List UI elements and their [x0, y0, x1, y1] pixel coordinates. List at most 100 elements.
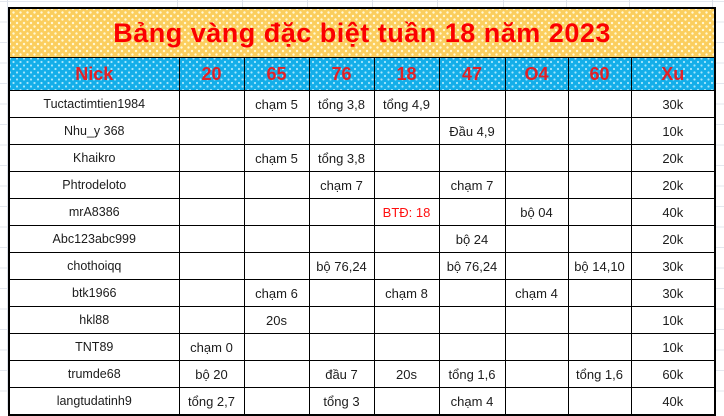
value-cell[interactable] — [504, 333, 569, 361]
column-header-xu[interactable]: Xu — [630, 57, 716, 91]
column-header-60[interactable]: 60 — [567, 57, 632, 91]
value-cell[interactable]: tổng 1,6 — [438, 360, 506, 388]
value-cell[interactable]: bộ 14,10 — [567, 252, 632, 280]
value-cell[interactable] — [373, 306, 440, 334]
xu-cell[interactable]: 10k — [630, 333, 716, 361]
xu-cell[interactable]: 60k — [630, 360, 716, 388]
value-cell[interactable] — [178, 171, 245, 199]
nick-cell[interactable]: Phtrodeloto — [8, 171, 180, 199]
value-cell[interactable] — [373, 333, 440, 361]
nick-cell[interactable]: btk1966 — [8, 279, 180, 307]
nick-cell[interactable]: trumde68 — [8, 360, 180, 388]
column-header-O4[interactable]: O4 — [504, 57, 569, 91]
value-cell[interactable] — [504, 90, 569, 118]
value-cell[interactable] — [178, 117, 245, 145]
value-cell[interactable] — [504, 117, 569, 145]
value-cell[interactable] — [567, 144, 632, 172]
column-header-76[interactable]: 76 — [308, 57, 375, 91]
value-cell[interactable] — [438, 90, 506, 118]
xu-cell[interactable]: 40k — [630, 198, 716, 226]
value-cell[interactable] — [373, 144, 440, 172]
value-cell[interactable] — [504, 171, 569, 199]
value-cell[interactable] — [178, 90, 245, 118]
value-cell[interactable] — [178, 198, 245, 226]
value-cell[interactable]: đầu 7 — [308, 360, 375, 388]
value-cell[interactable] — [243, 252, 310, 280]
column-header-18[interactable]: 18 — [373, 57, 440, 91]
value-cell[interactable] — [178, 279, 245, 307]
value-cell[interactable] — [373, 117, 440, 145]
value-cell[interactable] — [567, 306, 632, 334]
nick-cell[interactable]: Tuctactimtien1984 — [8, 90, 180, 118]
value-cell[interactable]: chạm 4 — [504, 279, 569, 307]
value-cell[interactable] — [504, 360, 569, 388]
value-cell[interactable] — [373, 252, 440, 280]
value-cell[interactable]: tổng 1,6 — [567, 360, 632, 388]
page-title[interactable]: Bảng vàng đặc biệt tuần 18 năm 2023 — [8, 7, 716, 58]
value-cell[interactable] — [438, 198, 506, 226]
value-cell[interactable] — [438, 144, 506, 172]
value-cell[interactable]: tổng 4,9 — [373, 90, 440, 118]
nick-cell[interactable]: hkl88 — [8, 306, 180, 334]
value-cell[interactable] — [243, 333, 310, 361]
value-cell[interactable]: bộ 04 — [504, 198, 569, 226]
value-cell[interactable]: chạm 8 — [373, 279, 440, 307]
value-cell[interactable]: bộ 76,24 — [308, 252, 375, 280]
value-cell[interactable] — [504, 144, 569, 172]
value-cell[interactable] — [243, 387, 310, 416]
value-cell[interactable]: chạm 5 — [243, 90, 310, 118]
column-header-20[interactable]: 20 — [178, 57, 245, 91]
value-cell[interactable]: tổng 2,7 — [178, 387, 245, 416]
value-cell[interactable] — [308, 198, 375, 226]
value-cell[interactable] — [567, 279, 632, 307]
value-cell[interactable]: tổng 3,8 — [308, 144, 375, 172]
xu-cell[interactable]: 40k — [630, 387, 716, 416]
xu-cell[interactable]: 20k — [630, 144, 716, 172]
value-cell[interactable]: BTĐ: 18 — [373, 198, 440, 226]
nick-cell[interactable]: langtudatinh9 — [8, 387, 180, 416]
xu-cell[interactable]: 20k — [630, 225, 716, 253]
xu-cell[interactable]: 10k — [630, 117, 716, 145]
value-cell[interactable] — [438, 333, 506, 361]
value-cell[interactable] — [567, 90, 632, 118]
value-cell[interactable] — [178, 252, 245, 280]
value-cell[interactable] — [178, 144, 245, 172]
value-cell[interactable]: chạm 7 — [308, 171, 375, 199]
value-cell[interactable] — [178, 306, 245, 334]
value-cell[interactable] — [504, 225, 569, 253]
value-cell[interactable] — [373, 225, 440, 253]
value-cell[interactable] — [308, 225, 375, 253]
value-cell[interactable]: 20s — [373, 360, 440, 388]
value-cell[interactable] — [308, 306, 375, 334]
value-cell[interactable] — [243, 360, 310, 388]
nick-cell[interactable]: Abc123abc999 — [8, 225, 180, 253]
xu-cell[interactable]: 30k — [630, 252, 716, 280]
value-cell[interactable]: bộ 20 — [178, 360, 245, 388]
value-cell[interactable] — [373, 171, 440, 199]
value-cell[interactable] — [438, 306, 506, 334]
value-cell[interactable] — [567, 225, 632, 253]
value-cell[interactable]: chạm 6 — [243, 279, 310, 307]
value-cell[interactable] — [567, 387, 632, 416]
value-cell[interactable] — [567, 117, 632, 145]
nick-cell[interactable]: chothoiqq — [8, 252, 180, 280]
column-header-47[interactable]: 47 — [438, 57, 506, 91]
value-cell[interactable] — [567, 198, 632, 226]
value-cell[interactable] — [373, 387, 440, 416]
nick-cell[interactable]: Khaikro — [8, 144, 180, 172]
value-cell[interactable] — [504, 387, 569, 416]
nick-cell[interactable]: mrA8386 — [8, 198, 180, 226]
nick-cell[interactable]: TNT89 — [8, 333, 180, 361]
value-cell[interactable] — [308, 333, 375, 361]
value-cell[interactable]: chạm 0 — [178, 333, 245, 361]
value-cell[interactable] — [243, 225, 310, 253]
value-cell[interactable] — [504, 252, 569, 280]
value-cell[interactable]: tổng 3 — [308, 387, 375, 416]
xu-cell[interactable]: 30k — [630, 90, 716, 118]
column-header-nick[interactable]: Nick — [8, 57, 180, 91]
value-cell[interactable]: bộ 76,24 — [438, 252, 506, 280]
value-cell[interactable]: tổng 3,8 — [308, 90, 375, 118]
value-cell[interactable] — [308, 117, 375, 145]
xu-cell[interactable]: 20k — [630, 171, 716, 199]
value-cell[interactable]: 20s — [243, 306, 310, 334]
